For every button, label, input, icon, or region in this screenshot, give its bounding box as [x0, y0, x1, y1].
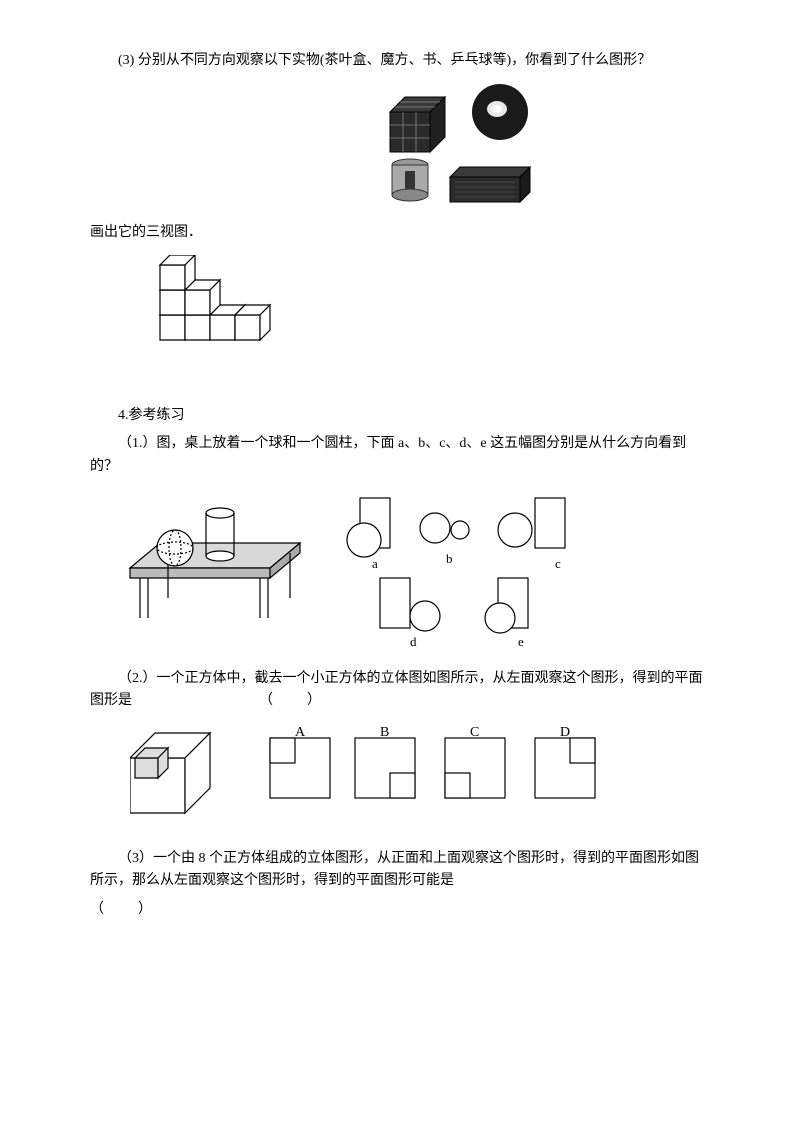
- staircase-svg: [150, 255, 330, 355]
- section4-p1: （1.）图，桌上放着一个球和一个圆柱，下面 a、b、c、d、e 这五幅图分别是从…: [90, 433, 710, 478]
- label-e: e: [518, 634, 524, 649]
- section4-p3-paren: （ ）: [90, 899, 710, 921]
- p2-text: （2.）一个正方体中，截去一个小正方体的立体图如图所示，从左面观察这个图形，得到…: [90, 671, 703, 708]
- table-views-figure: a b c d e: [120, 488, 710, 658]
- stair-caption: 画出它的三视图．: [90, 222, 710, 244]
- cube-cutout-svg: A B C D: [130, 723, 650, 823]
- staircase-figure: [150, 255, 710, 355]
- section4-p2: （2.）一个正方体中，截去一个小正方体的立体图如图所示，从左面观察这个图形，得到…: [90, 668, 710, 713]
- table-views-svg: a b c d e: [120, 488, 660, 658]
- question-3-text: (3) 分别从不同方向观察以下实物(茶叶盒、魔方、书、乒乓球等)，你看到了什么图…: [90, 50, 710, 72]
- label-a: a: [372, 556, 378, 571]
- cube-cutout-figure: A B C D: [130, 723, 710, 823]
- p2-paren: （ ）: [259, 693, 323, 708]
- section4-heading: 4.参考练习: [90, 405, 710, 427]
- objects-svg: [370, 82, 590, 212]
- p3-paren: （ ）: [90, 902, 154, 917]
- label-b: b: [446, 551, 453, 566]
- objects-figure: [370, 82, 710, 212]
- label-d: d: [410, 634, 417, 649]
- label-c: c: [555, 556, 561, 571]
- section4-p3: （3）一个由 8 个正方体组成的立体图形，从正面和上面观察这个图形时，得到的平面…: [90, 848, 710, 893]
